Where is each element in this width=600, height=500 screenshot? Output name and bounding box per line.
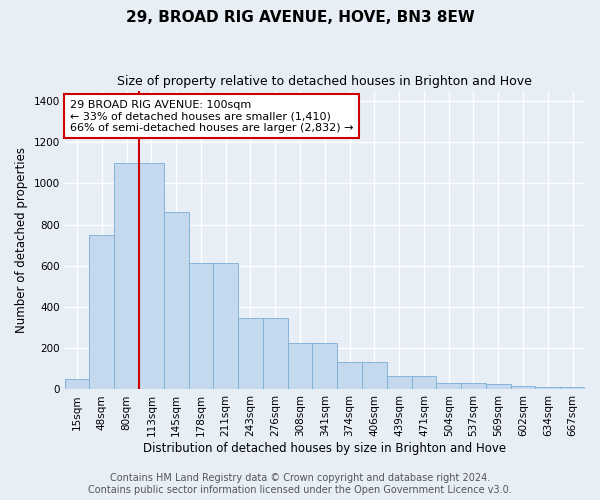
Bar <box>337 362 362 390</box>
Text: 29, BROAD RIG AVENUE, HOVE, BN3 8EW: 29, BROAD RIG AVENUE, HOVE, BN3 8EW <box>125 10 475 25</box>
Bar <box>362 362 387 390</box>
Bar <box>214 262 238 390</box>
Bar <box>89 235 114 390</box>
Bar <box>263 318 287 390</box>
Bar <box>412 376 436 390</box>
Bar <box>238 318 263 390</box>
Bar <box>511 386 535 390</box>
Title: Size of property relative to detached houses in Brighton and Hove: Size of property relative to detached ho… <box>118 75 532 88</box>
Text: 29 BROAD RIG AVENUE: 100sqm
← 33% of detached houses are smaller (1,410)
66% of : 29 BROAD RIG AVENUE: 100sqm ← 33% of det… <box>70 100 353 132</box>
Bar <box>486 384 511 390</box>
Bar <box>188 262 214 390</box>
Bar <box>287 343 313 390</box>
Bar <box>114 162 139 390</box>
X-axis label: Distribution of detached houses by size in Brighton and Hove: Distribution of detached houses by size … <box>143 442 506 455</box>
Bar <box>65 379 89 390</box>
Text: Contains HM Land Registry data © Crown copyright and database right 2024.
Contai: Contains HM Land Registry data © Crown c… <box>88 474 512 495</box>
Bar <box>139 162 164 390</box>
Bar <box>535 388 560 390</box>
Bar <box>164 212 188 390</box>
Bar <box>436 384 461 390</box>
Y-axis label: Number of detached properties: Number of detached properties <box>15 147 28 333</box>
Bar <box>313 343 337 390</box>
Bar <box>387 376 412 390</box>
Bar <box>461 384 486 390</box>
Bar <box>560 388 585 390</box>
